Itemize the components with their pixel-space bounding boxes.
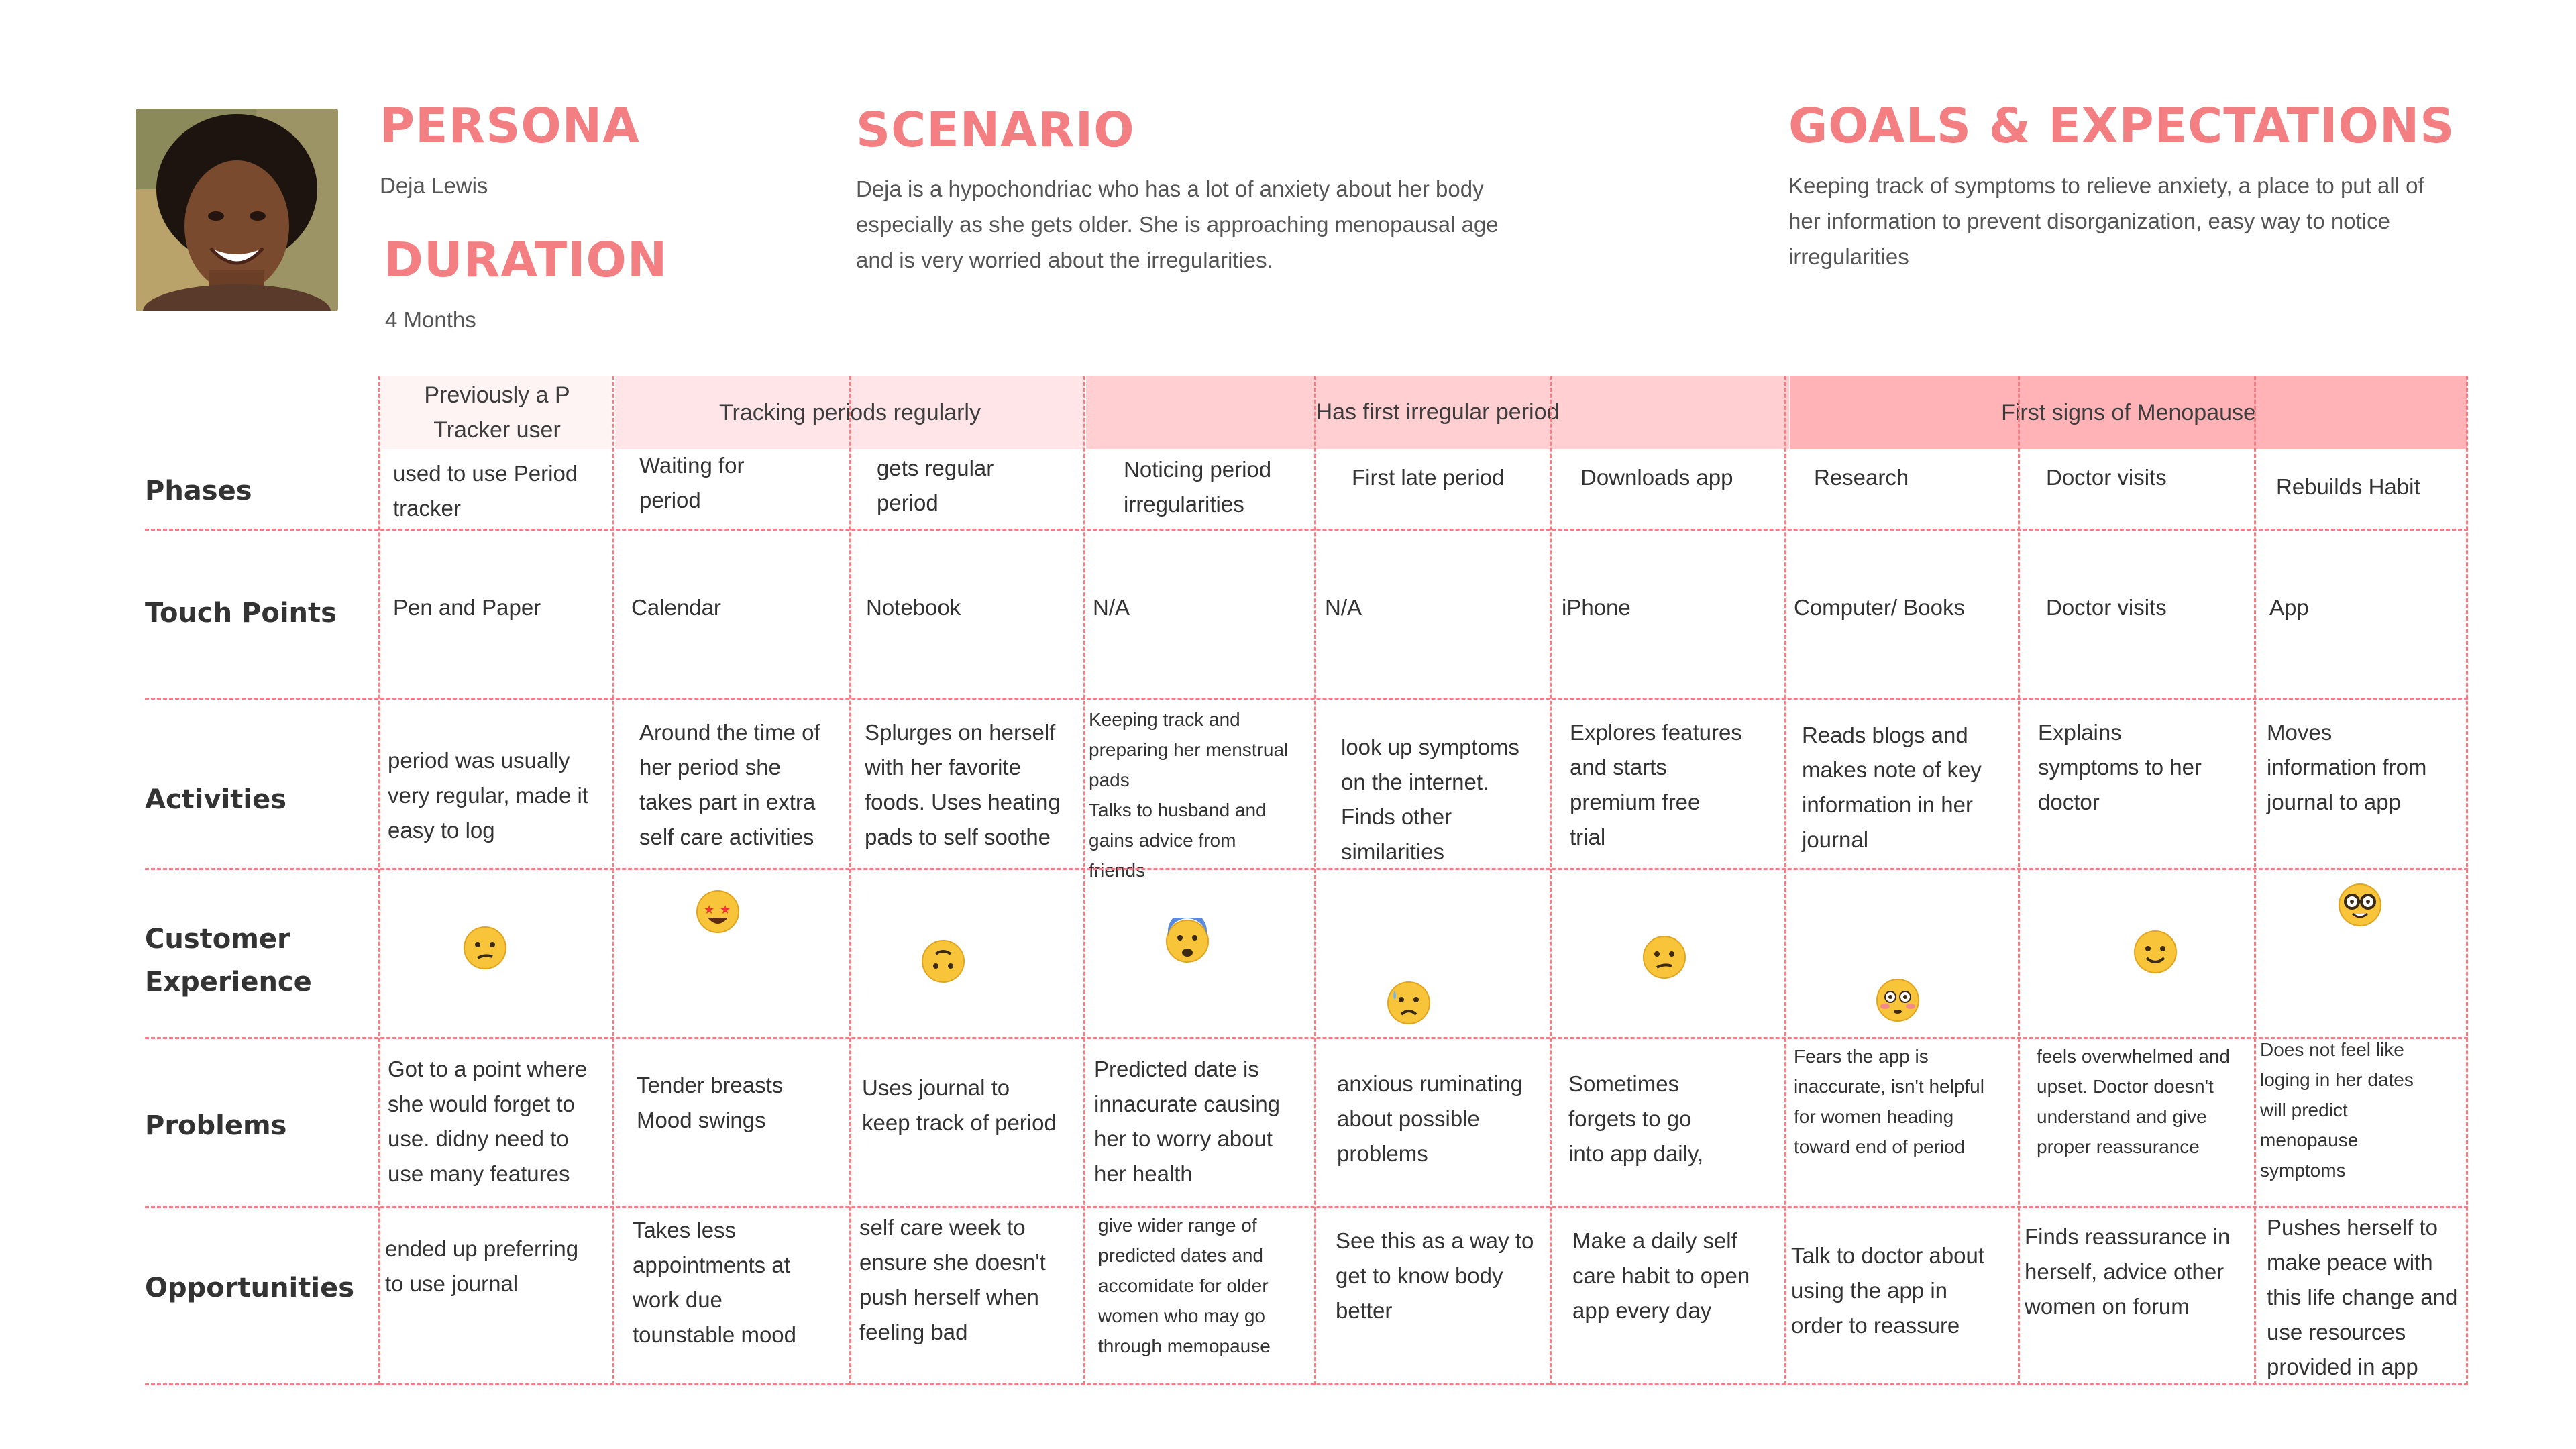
grid-vline (1083, 376, 1085, 1385)
touch-point-cell: iPhone (1562, 595, 1631, 620)
slightly-smiling-face-icon (2132, 928, 2179, 975)
phase-cell: Noticing period irregularities (1124, 457, 1272, 517)
row-label-customer-experience: Customer Experience (145, 924, 312, 998)
touch-point-cell: Calendar (631, 595, 721, 620)
grid-hline (145, 1383, 2468, 1385)
phase-cell: First late period (1352, 465, 1505, 490)
flushed-face-icon (1874, 977, 1921, 1024)
goals-heading: GOALS & EXPECTATIONS (1788, 98, 2455, 154)
duration-heading: DURATION (384, 232, 668, 288)
grid-hline (145, 1037, 2468, 1039)
sad-sweat-face-icon (1385, 979, 1432, 1026)
opportunity-cell: See this as a way to get to know body bett… (1336, 1228, 1534, 1323)
opportunity-cell: self care week to ensure she doesn't push … (859, 1215, 1046, 1344)
grid-hline (145, 529, 2468, 531)
scenario-text: Deja is a hypochondriac who has a lot of… (856, 176, 1499, 272)
opportunity-cell: Talk to doctor about using the app in orde… (1791, 1243, 1985, 1338)
upside-down-face-icon (920, 938, 967, 985)
grid-vline (378, 376, 380, 1385)
nerd-face-icon (2337, 881, 2383, 928)
row-label-phases: Phases (145, 476, 252, 506)
opportunity-cell: give wider range of predicted dates and ac… (1098, 1215, 1271, 1356)
star-struck-face-icon: ★ ★ (694, 888, 741, 935)
activity-cell: Around the time of her period she takes pa… (639, 720, 820, 849)
problem-cell: Got to a point where she would forget to u… (388, 1057, 588, 1186)
grid-vline (1550, 376, 1552, 1385)
activity-cell: look up symptoms on the internet. Finds ot… (1341, 735, 1519, 864)
phase-cell: gets regular period (877, 455, 994, 515)
grid-hline (145, 1206, 2468, 1208)
activity-cell: Moves information from journal to app (2267, 720, 2427, 814)
problem-cell: anxious ruminating about possible problems (1337, 1071, 1523, 1166)
opportunity-cell: Takes less appointments at work due tounsta… (633, 1218, 797, 1347)
phase-cell: Downloads app (1580, 465, 1733, 490)
grid-vline (612, 376, 614, 1385)
grid-hline (145, 698, 2468, 700)
persona-heading: PERSONA (380, 98, 641, 154)
svg-text:★: ★ (704, 903, 714, 916)
problem-cell: Uses journal to keep track of period (862, 1075, 1057, 1135)
row-label-activities: Activities (145, 784, 287, 815)
opportunity-cell: Finds reassurance in herself, advice othe… (2025, 1224, 2231, 1319)
touch-point-cell: Pen and Paper (393, 595, 541, 620)
problem-cell: Predicted date is innacurate causing her t… (1094, 1057, 1281, 1186)
touch-point-cell: Doctor visits (2046, 595, 2167, 620)
phase-cell: Waiting for period (639, 453, 745, 513)
confused-face-icon (1641, 934, 1688, 981)
phase-cell: Research (1814, 465, 1909, 490)
opportunity-cell: ended up preferring to use journal (385, 1236, 579, 1296)
activity-cell: period was usually very regular, made it e… (388, 748, 588, 843)
duration-value: 4 Months (385, 307, 476, 332)
touch-point-cell: N/A (1325, 595, 1362, 620)
goals-text: Keeping track of symptoms to relieve anx… (1788, 173, 2424, 269)
scenario-heading: SCENARIO (856, 102, 1135, 158)
problem-cell: feels overwhelmed and upset. Doctor doesn… (2037, 1046, 2230, 1157)
activity-cell: Reads blogs and makes note of key informat… (1802, 722, 1982, 852)
opportunity-cell: Pushes herself to make peace with this lif… (2267, 1215, 2458, 1379)
activity-cell: Explains symptoms to her doctor (2038, 720, 2202, 814)
touch-point-cell: Computer/ Books (1794, 595, 1965, 620)
touch-point-cell: Notebook (866, 595, 961, 620)
phase-cell: Rebuilds Habit (2276, 474, 2420, 499)
problem-cell: Does not feel like loging in her dates wil… (2260, 1039, 2414, 1181)
grid-vline (2466, 376, 2468, 1385)
persona-name: Deja Lewis (380, 173, 488, 198)
phase-cell: Doctor visits (2046, 465, 2167, 490)
confused-face-icon (462, 924, 508, 971)
grid-vline (1314, 376, 1316, 1385)
persona-photo (136, 109, 338, 311)
svg-text:★: ★ (720, 903, 731, 916)
grid-vline (2018, 376, 2020, 1385)
problem-cell: Tender breasts Mood swings (637, 1073, 784, 1132)
grid-hline (145, 868, 2468, 870)
grid-vline (1784, 376, 1786, 1385)
problem-cell: Fears the app is inaccurate, isn't helpfu… (1794, 1046, 1984, 1157)
grid-vline (849, 376, 851, 1385)
row-label-touch-points: Touch Points (145, 598, 337, 629)
stage-first-irregular-period: Has first irregular period (1086, 376, 1789, 449)
stage-previously-tracker-user: Previously a P Tracker user (381, 376, 613, 449)
activity-cell: Splurges on herself with her favorite food… (865, 720, 1061, 849)
touch-point-cell: N/A (1093, 595, 1130, 620)
anxious-face-icon (1164, 912, 1211, 965)
activity-cell: Keeping track and preparing her menstrual… (1089, 709, 1289, 881)
row-label-opportunities: Opportunities (145, 1273, 355, 1303)
opportunity-cell: Make a daily self care habit to open app e… (1572, 1228, 1750, 1323)
problem-cell: Sometimes forgets to go into app daily, (1568, 1071, 1704, 1166)
stage-first-signs-menopause: First signs of Menopause (1790, 376, 2467, 449)
activity-cell: Explores features and starts premium free t… (1570, 720, 1742, 849)
grid-vline (2254, 376, 2256, 1385)
row-label-problems: Problems (145, 1110, 287, 1141)
touch-point-cell: App (2269, 595, 2309, 620)
phase-cell: used to use Period tracker (393, 461, 578, 521)
